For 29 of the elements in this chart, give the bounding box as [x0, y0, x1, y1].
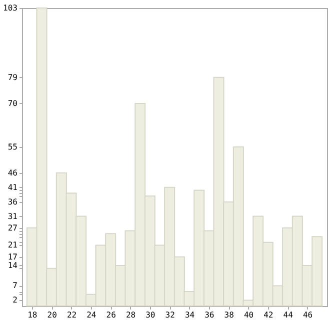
y-tick-label: 70	[8, 98, 18, 108]
y-tick-label: 36	[8, 197, 18, 206]
x-tick-label: 32	[165, 310, 176, 320]
y-tick-label: 27	[8, 223, 18, 232]
x-tick-label: 20	[47, 310, 58, 320]
x-tick-label: 24	[86, 310, 96, 320]
x-tick-label: 40	[244, 310, 254, 320]
y-tick-label: 31	[8, 212, 18, 221]
x-tick-label: 38	[224, 310, 234, 320]
y-tick-label: 14	[8, 260, 18, 270]
y-tick-label: 79	[8, 72, 18, 82]
x-tick-label: 44	[283, 310, 294, 320]
y-tick-label: 41	[8, 182, 18, 192]
y-tick-label: 17	[8, 252, 18, 262]
x-tick-label: 46	[302, 310, 313, 320]
x-tick-label: 26	[106, 310, 116, 320]
y-tick-label: 55	[8, 142, 18, 152]
y-tick-label: 2	[12, 296, 18, 305]
x-tick-label: 22	[66, 310, 77, 320]
x-tick-label: 42	[264, 310, 274, 320]
x-tick-label: 36	[204, 310, 214, 320]
x-tick-label: 18	[28, 310, 38, 320]
x-tick-label: 28	[126, 310, 136, 320]
x-tick-label: 30	[146, 310, 156, 320]
y-tick-label: 21	[8, 240, 18, 250]
y-tick-label: 46	[8, 168, 18, 178]
x-tick-label: 34	[184, 310, 195, 320]
y-tick-label: 7	[12, 281, 18, 290]
y-tick-label: 103	[3, 4, 18, 12]
